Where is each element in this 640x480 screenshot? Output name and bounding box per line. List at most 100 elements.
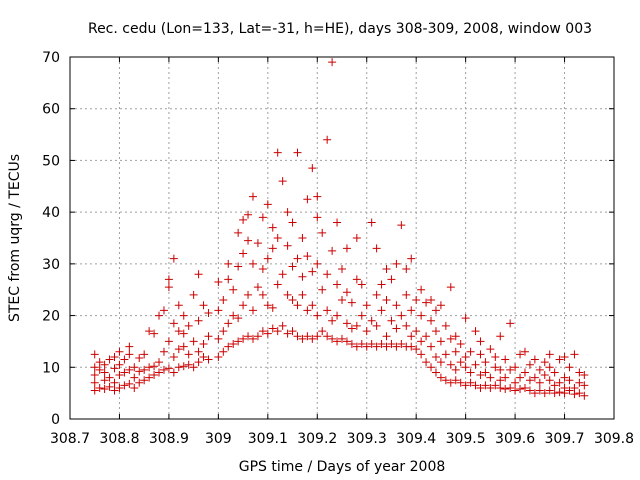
data-point [248,306,257,315]
data-point [407,306,416,315]
data-point [189,337,198,346]
data-point [471,360,480,369]
data-point [318,327,327,336]
data-point [446,334,455,343]
data-point [565,386,574,395]
data-point [155,368,164,377]
y-tick-label: 30 [42,257,60,273]
data-point [145,327,154,336]
data-point [263,200,272,209]
data-point [545,350,554,359]
data-point [239,301,248,310]
data-point [540,358,549,367]
data-point [333,337,342,346]
data-point [184,360,193,369]
data-points [90,58,589,400]
data-point [229,311,238,320]
data-point [530,389,539,398]
data-point [545,386,554,395]
data-point [90,363,99,372]
data-point [496,332,505,341]
data-point [268,244,277,253]
data-point [352,234,361,242]
x-tick-label: 309.3 [347,431,387,447]
data-point [328,58,337,67]
data-point [446,283,455,292]
data-point [481,358,490,367]
data-point [179,342,188,351]
data-point [130,373,139,382]
data-point [540,371,549,380]
data-point [179,329,188,338]
data-point [338,265,346,274]
data-point [392,301,401,310]
data-point [288,262,297,271]
data-point [506,319,515,328]
data-point [199,352,208,361]
data-point [560,352,569,361]
data-point [540,389,549,398]
data-point [456,340,465,349]
data-point [525,360,534,369]
data-point [298,272,307,281]
data-point [244,236,253,245]
data-point [530,355,539,364]
data-point [362,301,371,310]
data-point [293,332,302,341]
data-point [293,254,302,263]
data-point [308,267,317,276]
data-point [253,283,262,292]
data-point [174,327,183,336]
data-point [436,373,445,382]
data-point [441,376,450,385]
data-point [268,303,277,312]
data-point [194,358,203,367]
data-point [486,373,495,382]
data-point [95,358,104,367]
data-point [417,285,426,294]
y-tick-label: 70 [42,50,60,66]
data-point [466,368,475,377]
data-point [140,365,149,374]
data-point [263,254,272,263]
data-point [382,265,391,274]
data-point [372,244,381,253]
data-point [204,332,213,341]
data-point [95,383,104,392]
y-tick-label: 50 [42,153,60,169]
data-point [234,314,243,323]
data-point [288,327,297,336]
data-point [100,360,109,369]
data-point [224,319,233,328]
data-point [273,148,282,157]
data-point [328,316,337,325]
data-point [174,363,183,372]
data-point [120,368,129,377]
y-axis-label: STEC from uqrg / TECUs [7,154,23,322]
data-point [352,275,361,284]
data-point [427,363,436,372]
data-point [382,296,391,305]
data-point [516,385,525,394]
data-point [491,352,500,361]
data-point [105,382,114,391]
data-point [402,290,411,299]
x-axis: 308.7 308.8 308.9 309 309.1 309.2 309.3 309.4 30… [50,57,634,447]
data-point [382,342,391,351]
x-tick-label: 309.5 [446,431,486,447]
data-point [570,350,579,359]
data-point [530,373,539,382]
data-point [555,388,564,397]
data-point [303,306,312,315]
data-point [115,347,124,356]
data-point [387,275,396,284]
data-point [273,234,282,242]
data-point [194,347,203,356]
data-point [283,329,292,338]
data-point [125,342,134,351]
data-point [501,355,510,364]
data-point [535,378,544,387]
data-point [506,365,515,374]
data-point [392,324,401,333]
data-point [496,383,505,392]
